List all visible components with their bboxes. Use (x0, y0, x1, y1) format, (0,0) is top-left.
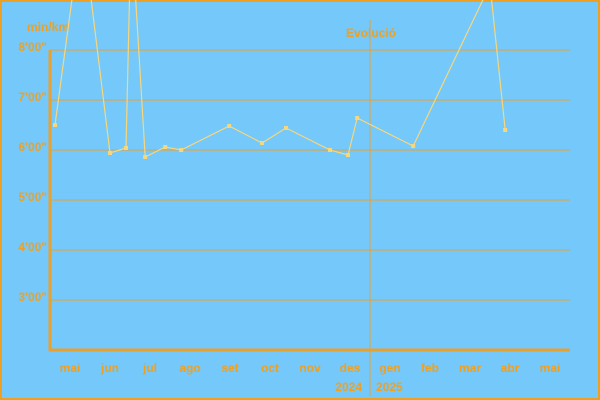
y-tick-label: 7'00" (18, 90, 47, 104)
x-tick-label: mai (540, 361, 561, 375)
y-axis-label: min/km (27, 20, 69, 34)
x-tick-label: jun (100, 361, 119, 375)
y-tick-label: 3'00" (18, 290, 47, 304)
y-tick-label: 4'00" (18, 240, 47, 254)
point (108, 151, 112, 155)
point (227, 124, 232, 128)
y-tick-label: 8'00" (18, 40, 47, 54)
point (355, 116, 360, 120)
year-label: 2025 (376, 380, 403, 394)
x-tick-label: nov (299, 361, 321, 375)
x-tick-label: mar (459, 361, 481, 375)
point (328, 148, 332, 152)
point (143, 155, 148, 159)
x-tick-label: feb (421, 361, 439, 375)
point (179, 148, 184, 152)
x-tick-label: jul (142, 361, 157, 375)
point (163, 145, 168, 149)
x-tick-label: oct (261, 361, 279, 375)
year-label: 2024 (335, 380, 362, 394)
chart-title: Evolució (346, 26, 396, 40)
x-tick-label: des (340, 361, 361, 375)
y-tick-label: 5'00" (18, 190, 47, 204)
x-tick-label: mai (60, 361, 81, 375)
x-tick-label: gen (379, 361, 400, 375)
point (503, 128, 508, 132)
point (284, 126, 288, 130)
point (346, 153, 350, 157)
x-tick-label: ago (179, 361, 200, 375)
y-tick-label: 6'00" (18, 140, 47, 154)
point (124, 146, 128, 150)
point (411, 144, 416, 148)
point (260, 141, 264, 145)
point (53, 123, 57, 127)
x-tick-label: abr (501, 361, 520, 375)
x-tick-label: set (221, 361, 238, 375)
